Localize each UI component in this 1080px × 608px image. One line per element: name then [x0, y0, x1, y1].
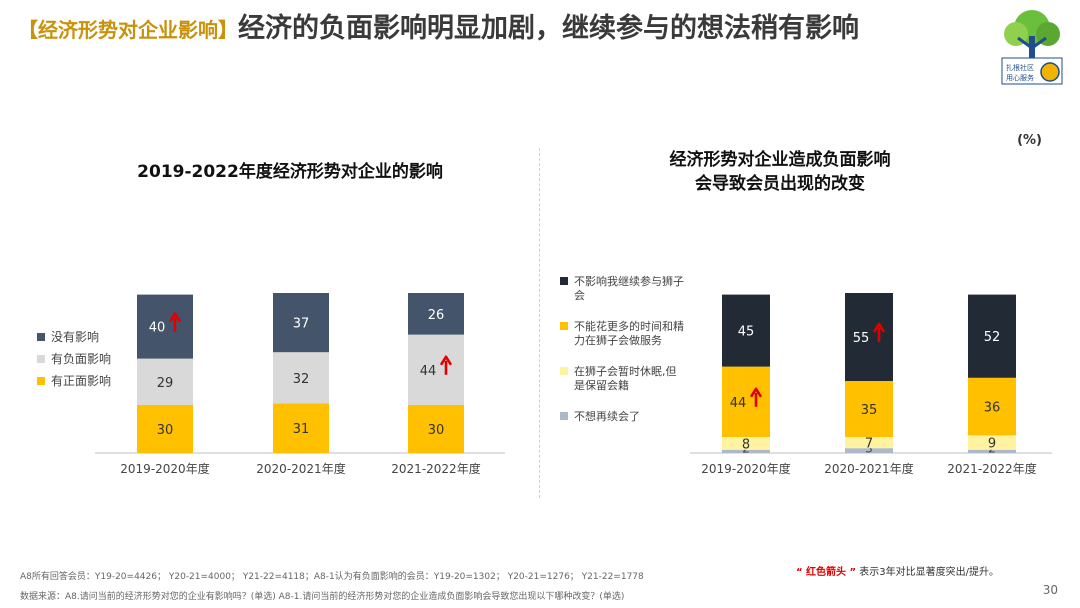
unit-label: (%) — [1017, 133, 1042, 148]
chart1-bar-segment — [273, 403, 329, 453]
chart2-legend-swatch — [560, 277, 568, 285]
chart1-bar-segment — [137, 358, 193, 405]
chart2-legend-label: 会 — [574, 289, 585, 302]
chart2-bar-segment — [845, 293, 893, 381]
logo-caption-1: 扎根社区 — [1006, 63, 1034, 72]
chart2-bar-segment — [722, 294, 770, 367]
chart1-arrow-up-icon-head — [439, 355, 453, 366]
chart2-bar-segment — [845, 381, 893, 437]
chart1-legend-swatch — [37, 377, 45, 385]
page-number: 30 — [1042, 583, 1058, 597]
chart2-legend-label: 不能花更多的时间和精 — [574, 319, 684, 333]
chart2-bar-segment — [722, 366, 770, 437]
chart2-bar-segment — [968, 449, 1016, 453]
chart1-data-label: 40 — [149, 321, 166, 336]
chart1-legend-swatch — [37, 355, 45, 363]
chart2-category-label: 2020-2021年度 — [824, 461, 913, 476]
logo-caption-2: 用心服务 — [1006, 73, 1034, 82]
chart1-legend-label: 没有影响 — [51, 329, 99, 344]
chart2-bar-segment — [845, 448, 893, 453]
chart2-data-label: 8 — [742, 437, 750, 452]
chart2-bar-segment — [968, 377, 1016, 436]
chart1-bar-segment — [137, 405, 193, 453]
chart1-legend-swatch — [37, 333, 45, 341]
chart1-bar-segment — [408, 293, 464, 335]
chart1-legend-label: 有正面影响 — [51, 373, 111, 388]
footnote-source: 数据来源：A8.请问当前的经济形势对您的企业有影响吗？(单选) A8-1.请问当… — [20, 592, 625, 602]
chart1-bar-segment — [408, 334, 464, 405]
chart1-data-label: 31 — [293, 422, 310, 437]
chart2-bar-segment — [722, 437, 770, 450]
chart2-data-label: 7 — [865, 437, 873, 452]
chart1-bar-segment — [273, 293, 329, 353]
chart2-category-label: 2021-2022年度 — [947, 461, 1036, 476]
chart1-data-label: 29 — [157, 376, 174, 391]
chart1-data-label: 44 — [420, 364, 437, 379]
chart2-legend-label: 在狮子会暂时休眠,但 — [574, 365, 677, 378]
arrow-note-text: 表示3年对比显著度突出/提升。 — [859, 567, 1000, 578]
chart2-data-label: 55 — [853, 331, 870, 346]
chart1-category-label: 2020-2021年度 — [256, 461, 345, 476]
chart2-bar-segment — [845, 437, 893, 449]
chart1-category-label: 2021-2022年度 — [391, 461, 480, 476]
chart1-arrow-up-icon-head — [168, 312, 182, 323]
chart1-legend-label: 有负面影响 — [51, 351, 111, 366]
footnote-base: A8所有回答会员：Y19-20=4426； Y20-21=4000； Y21-2… — [20, 572, 644, 582]
chart2-data-label: 3 — [865, 442, 873, 456]
chart1-data-label: 30 — [428, 423, 445, 438]
chart2-data-label: 9 — [988, 437, 996, 452]
chart2-legend-swatch — [560, 367, 568, 375]
page-title: 【经济形势对企业影响】经济的负面影响明显加剧，继续参与的想法稍有影响 — [18, 12, 978, 47]
chart2-arrow-up-icon-head — [749, 387, 763, 398]
chart2-data-label: 35 — [861, 403, 878, 418]
chart1-data-label: 37 — [293, 317, 310, 332]
chart1-bar-segment — [408, 405, 464, 453]
chart2-data-label: 44 — [730, 396, 747, 411]
title-text: 经济的负面影响明显加剧，继续参与的想法稍有影响 — [238, 13, 859, 44]
chart2-legend-swatch — [560, 412, 568, 420]
chart2-legend-label: 不影响我继续参与狮子 — [574, 274, 684, 288]
chart2-legend-label: 力在狮子会做服务 — [574, 333, 662, 347]
chart2-arrow-up-icon-head — [872, 322, 886, 333]
chart1-bar-segment — [137, 294, 193, 359]
chart2-bar-segment — [968, 435, 1016, 450]
chart2-data-label: 52 — [984, 330, 1001, 345]
chart1-bar-segment — [273, 352, 329, 404]
arrow-note-highlight: “ 红色箭头 ” — [796, 567, 857, 578]
chart2-data-label: 45 — [738, 325, 755, 340]
chart2-legend-swatch — [560, 322, 568, 330]
chart-divider — [539, 148, 540, 498]
tree-logo-icon: 扎根社区 用心服务 — [1001, 10, 1063, 85]
chart2-legend-label: 是保留会籍 — [574, 378, 629, 392]
chart2-title-line2: 会导致会员出现的改变 — [695, 174, 865, 194]
chart2-title-line1: 经济形势对企业造成负面影响 — [669, 150, 891, 170]
chart1-data-label: 32 — [293, 372, 310, 387]
chart2-data-label: 36 — [984, 401, 1001, 416]
chart2-bar-segment — [722, 449, 770, 453]
chart1-data-label: 30 — [157, 423, 174, 438]
chart1-category-label: 2019-2020年度 — [120, 461, 209, 476]
chart2-bar-segment — [968, 294, 1016, 378]
chart2-title: 经济形势对企业造成负面影响 会导致会员出现的改变 — [560, 148, 1000, 196]
arrow-note: “ 红色箭头 ” 表示3年对比显著度突出/提升。 — [796, 563, 999, 578]
chart2-category-label: 2019-2020年度 — [701, 461, 790, 476]
title-tag: 【经济形势对企业影响】 — [18, 18, 238, 42]
chart2-legend-label: 不想再续会了 — [574, 409, 640, 423]
chart1-data-label: 26 — [428, 308, 445, 323]
chart1-title: 2019-2022年度经济形势对企业的影响 — [137, 162, 443, 182]
